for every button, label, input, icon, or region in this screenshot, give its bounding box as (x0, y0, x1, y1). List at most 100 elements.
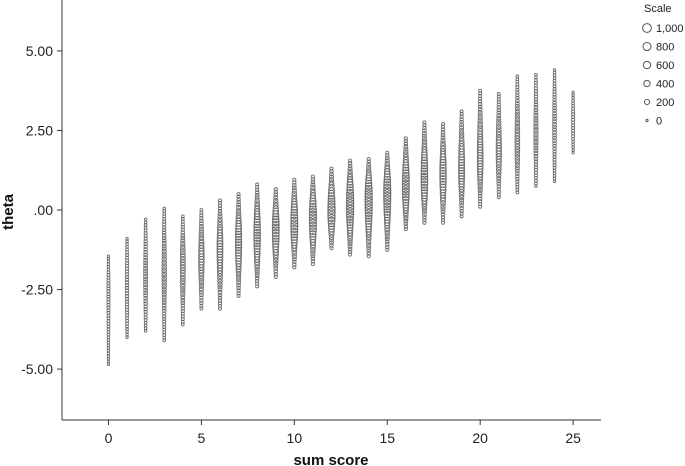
data-point (124, 291, 130, 296)
data-point (161, 283, 167, 290)
data-point (440, 135, 446, 141)
data-point (235, 246, 243, 254)
data-point (162, 314, 167, 319)
data-point (253, 245, 261, 253)
data-point (571, 101, 575, 106)
data-point (308, 208, 317, 217)
data-point (365, 237, 372, 243)
data-point (514, 165, 520, 171)
data-point (217, 281, 223, 287)
data-point (440, 140, 446, 146)
data-point (401, 179, 410, 188)
data-point (458, 140, 465, 147)
data-point (161, 286, 167, 292)
data-point (496, 187, 501, 192)
legend-size-marker (643, 98, 651, 106)
data-point (384, 165, 391, 172)
data-point (253, 231, 261, 240)
data-point (552, 105, 557, 111)
data-point (310, 262, 315, 267)
data-point (291, 193, 298, 200)
data-point (533, 97, 539, 102)
data-point (366, 242, 372, 248)
data-point (533, 118, 539, 124)
data-point (143, 304, 148, 309)
data-point (162, 227, 167, 233)
data-point (477, 112, 483, 118)
data-point (401, 177, 410, 186)
data-point (291, 190, 298, 197)
data-point (272, 237, 280, 245)
data-point (552, 149, 557, 154)
data-point (383, 175, 391, 184)
data-point (384, 155, 390, 161)
data-point (253, 242, 261, 250)
data-point (403, 218, 409, 224)
data-point (364, 195, 373, 204)
legend-size-marker (642, 23, 652, 33)
data-point (143, 255, 148, 260)
data-point (403, 224, 408, 229)
data-point (346, 213, 355, 221)
data-point (179, 251, 186, 258)
data-point (310, 182, 316, 188)
data-point (420, 167, 429, 176)
data-point (198, 234, 205, 241)
data-point (477, 128, 484, 135)
data-point (477, 125, 484, 132)
data-point (272, 202, 279, 209)
data-point (327, 208, 336, 217)
data-point (552, 152, 557, 157)
data-point (124, 299, 130, 304)
data-point (216, 245, 224, 253)
data-point (199, 301, 204, 306)
data-point (403, 227, 408, 232)
data-point (383, 191, 392, 200)
data-point (217, 221, 223, 228)
data-point (308, 221, 317, 230)
data-point (198, 275, 205, 282)
data-point (533, 113, 539, 118)
data-point (459, 208, 464, 214)
data-point (514, 146, 521, 153)
data-point (161, 265, 167, 271)
data-point (383, 183, 392, 192)
data-point (571, 90, 575, 94)
data-point (496, 107, 502, 113)
data-point (254, 270, 260, 276)
data-point (383, 178, 392, 187)
legend-size-label: 600 (656, 60, 674, 72)
data-point (571, 98, 575, 103)
y-tick-label: -2.50 (21, 282, 53, 298)
data-point (106, 257, 111, 261)
data-point (402, 196, 410, 204)
data-point (347, 161, 353, 166)
data-point (161, 262, 167, 268)
data-point (477, 188, 483, 194)
data-point (420, 159, 429, 167)
data-point (328, 225, 335, 233)
data-point (273, 271, 278, 277)
data-point (533, 148, 539, 154)
data-point (514, 141, 521, 147)
data-point (179, 272, 186, 279)
data-point (327, 202, 336, 212)
legend-size-label: 200 (656, 97, 674, 109)
data-point (421, 138, 428, 145)
data-point (515, 174, 520, 179)
data-point (496, 105, 501, 110)
data-point (291, 185, 297, 191)
data-point (329, 169, 334, 174)
data-point (143, 309, 148, 314)
data-point (125, 335, 129, 339)
data-point (552, 141, 557, 146)
data-point (180, 300, 186, 306)
data-point (143, 247, 148, 252)
data-point (253, 228, 261, 237)
data-point (106, 340, 111, 345)
data-point (459, 211, 464, 216)
data-point (161, 254, 167, 260)
data-point (365, 179, 373, 187)
legend-size-marker (642, 60, 652, 70)
data-point (180, 240, 186, 246)
